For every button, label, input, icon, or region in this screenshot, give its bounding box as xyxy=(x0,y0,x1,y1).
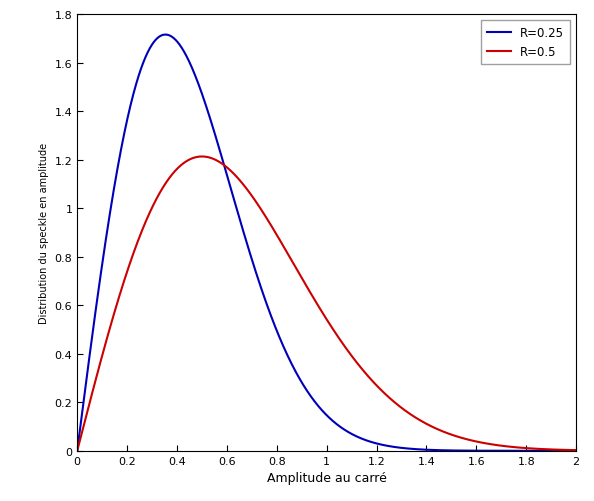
R=0.5 xyxy=(563,447,570,453)
R=0.25 xyxy=(573,448,580,454)
X-axis label: Amplitude au carré: Amplitude au carré xyxy=(267,471,387,484)
R=0.25 xyxy=(160,33,168,39)
R=0.5 xyxy=(573,447,580,453)
R=0.5 xyxy=(265,219,272,225)
Line: R=0.25: R=0.25 xyxy=(77,36,576,451)
Y-axis label: Distribution du speckle en amplitude: Distribution du speckle en amplitude xyxy=(39,143,49,323)
R=0.25 xyxy=(162,33,169,39)
Line: R=0.5: R=0.5 xyxy=(77,157,576,451)
R=0.25 xyxy=(287,359,294,365)
R=0.5 xyxy=(198,154,206,160)
R=0.25 xyxy=(509,448,516,454)
R=0.25 xyxy=(74,448,81,454)
R=0.5 xyxy=(160,184,168,190)
R=0.25 xyxy=(131,89,138,95)
R=0.5 xyxy=(509,444,516,450)
R=0.5 xyxy=(131,249,138,255)
Legend: R=0.25, R=0.5: R=0.25, R=0.5 xyxy=(481,21,570,65)
R=0.5 xyxy=(74,448,81,454)
R=0.25 xyxy=(563,448,570,454)
R=0.5 xyxy=(287,256,294,262)
R=0.25 xyxy=(265,307,272,313)
